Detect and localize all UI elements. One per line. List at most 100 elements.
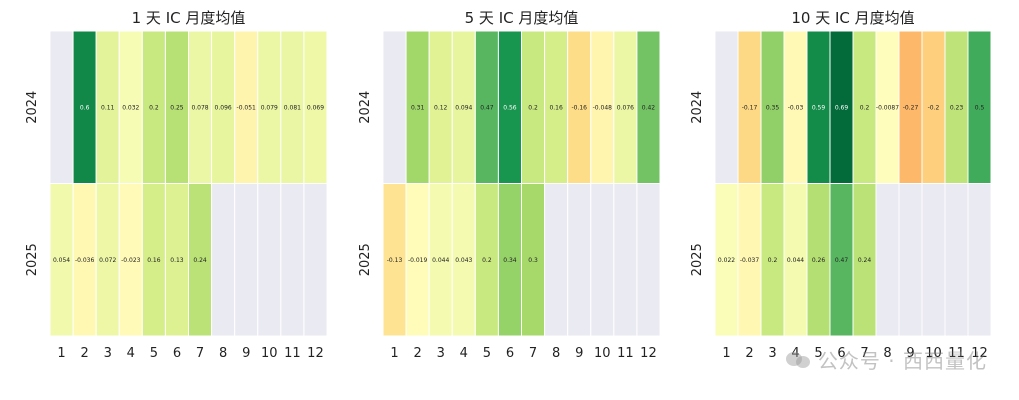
cell-value-label: 0.16 — [549, 104, 563, 111]
cell-value-label: 0.043 — [455, 257, 472, 264]
wechat-icon — [785, 350, 812, 370]
cell-value-label: 0.072 — [99, 257, 116, 264]
cell-value-label: -0.2 — [928, 104, 940, 111]
x-tick-label: 9 — [575, 346, 583, 361]
x-tick-label: 1 — [390, 346, 398, 361]
x-tick-label: 6 — [506, 346, 514, 361]
heatmap-cell — [898, 183, 923, 337]
x-tick-label: 10 — [925, 346, 942, 361]
heatmap-cell — [544, 183, 569, 337]
x-tick-label: 12 — [971, 346, 988, 361]
cell-value-label: -0.0087 — [876, 104, 899, 111]
x-tick-label: 1 — [722, 346, 730, 361]
cell-value-label: 0.59 — [812, 104, 826, 111]
x-tick-label: 3 — [437, 346, 445, 361]
cell-value-label: 0.13 — [170, 257, 184, 264]
cell-value-label: 0.24 — [193, 257, 207, 264]
x-tick-label: 6 — [173, 346, 181, 361]
cell-value-label: -0.048 — [593, 104, 613, 111]
cell-value-label: 0.3 — [528, 257, 538, 264]
heatmap-cell — [257, 183, 282, 337]
cell-value-label: -0.03 — [788, 104, 804, 111]
heatmap-cell — [590, 183, 615, 337]
cell-value-label: 0.094 — [455, 104, 472, 111]
watermark: 公众号 · 西西量化 — [785, 345, 987, 374]
cell-value-label: 0.25 — [170, 104, 184, 111]
cell-value-label: 0.2 — [768, 257, 778, 264]
x-tick-label: 2 — [745, 346, 753, 361]
x-tick-label: 2 — [80, 346, 88, 361]
x-tick-label: 10 — [594, 346, 611, 361]
y-tick-label: 2025 — [358, 243, 373, 276]
y-tick-label: 2025 — [690, 243, 705, 276]
x-tick-label: 4 — [460, 346, 468, 361]
heatmap-panel-3: 10 天 IC 月度均值-0.17 0.35 -0.03 0.59 0.69 0.2 -0.… — [690, 9, 992, 361]
x-tick-label: 11 — [284, 346, 301, 361]
cell-value-label: 0.12 — [434, 104, 448, 111]
cell-value-label: -0.023 — [121, 257, 141, 264]
cell-value-label: 0.23 — [950, 104, 964, 111]
x-tick-label: 11 — [948, 346, 965, 361]
x-tick-label: 2 — [413, 346, 421, 361]
cell-value-label: -0.13 — [387, 257, 403, 264]
heatmap-cell — [944, 183, 969, 337]
cell-value-label: 0.31 — [411, 104, 425, 111]
chart-title: 1 天 IC 月度均值 — [132, 9, 246, 27]
heatmap-cell — [636, 183, 661, 337]
x-tick-label: 9 — [242, 346, 250, 361]
cell-value-label: 0.47 — [480, 104, 494, 111]
heatmap-cell — [280, 183, 305, 337]
heatmap-cell — [211, 183, 236, 337]
heatmap-cell — [567, 183, 592, 337]
cell-value-label: 0.2 — [860, 104, 870, 111]
y-tick-label: 2024 — [690, 91, 705, 124]
x-tick-label: 5 — [150, 346, 158, 361]
x-tick-label: 3 — [104, 346, 112, 361]
cell-value-label: 0.24 — [858, 257, 872, 264]
y-tick-label: 2024 — [25, 91, 40, 124]
cell-value-label: 0.35 — [766, 104, 780, 111]
cell-value-label: 0.6 — [80, 104, 90, 111]
cell-value-label: 0.2 — [149, 104, 159, 111]
cell-value-label: 0.081 — [284, 104, 301, 111]
x-tick-label: 8 — [219, 346, 227, 361]
cell-value-label: 0.16 — [147, 257, 161, 264]
chart-title: 10 天 IC 月度均值 — [791, 9, 914, 27]
x-tick-label: 9 — [906, 346, 914, 361]
cell-value-label: -0.17 — [742, 104, 758, 111]
cell-value-label: -0.019 — [408, 257, 428, 264]
x-tick-label: 7 — [196, 346, 204, 361]
cell-value-label: 0.069 — [307, 104, 324, 111]
cell-value-label: 0.022 — [718, 257, 735, 264]
watermark-text: 公众号 · 西西量化 — [817, 349, 987, 373]
cell-value-label: 0.054 — [53, 257, 70, 264]
cell-value-label: 0.26 — [812, 257, 826, 264]
cell-value-label: -0.037 — [740, 257, 760, 264]
cell-value-label: 0.2 — [482, 257, 492, 264]
cell-value-label: 0.044 — [787, 257, 804, 264]
heatmap-cell — [714, 30, 739, 184]
cell-value-label: 0.032 — [122, 104, 139, 111]
chart-title: 5 天 IC 月度均值 — [465, 9, 579, 27]
cell-value-label: 0.5 — [975, 104, 985, 111]
x-tick-label: 8 — [552, 346, 560, 361]
heatmap-cell — [613, 183, 638, 337]
x-tick-label: 8 — [883, 346, 891, 361]
x-tick-label: 5 — [483, 346, 491, 361]
x-tick-label: 5 — [814, 346, 822, 361]
x-tick-label: 4 — [127, 346, 135, 361]
heatmap-cell — [875, 183, 900, 337]
x-tick-label: 7 — [529, 346, 537, 361]
heatmap-cell — [967, 183, 992, 337]
x-tick-label: 4 — [791, 346, 799, 361]
x-tick-label: 11 — [617, 346, 634, 361]
cell-value-label: 0.56 — [503, 104, 517, 111]
cell-value-label: 0.42 — [642, 104, 656, 111]
y-tick-label: 2025 — [25, 243, 40, 276]
cell-value-label: 0.11 — [101, 104, 115, 111]
heatmap-cell — [382, 30, 407, 184]
x-tick-label: 6 — [837, 346, 845, 361]
heatmap-panel-1: 1 天 IC 月度均值 0.6 0.11 0.032 0.2 0.25 0.078 0.096… — [25, 9, 328, 361]
